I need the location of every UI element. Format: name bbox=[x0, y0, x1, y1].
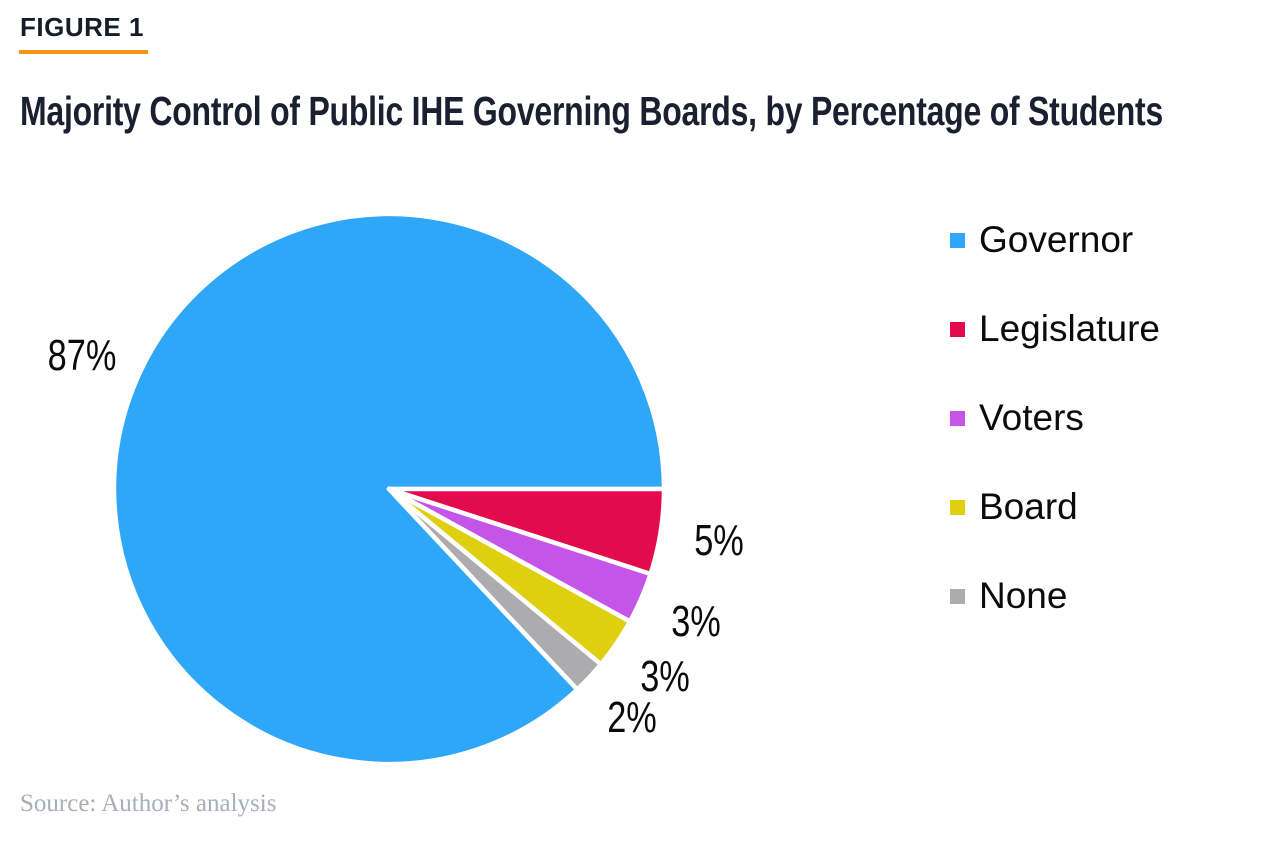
legend-label-governor: Governor bbox=[979, 219, 1134, 260]
pie-label-board: 3% bbox=[640, 651, 691, 701]
legend-swatch-board bbox=[950, 499, 965, 515]
figure-label-underline bbox=[19, 50, 148, 54]
pie-label-voters: 3% bbox=[670, 596, 721, 646]
legend: Governor Legislature Voters Board None bbox=[950, 219, 1160, 617]
legend-item-voters: Voters bbox=[950, 397, 1160, 439]
pie-label-none: 2% bbox=[607, 692, 658, 742]
legend-label-legislature: Legislature bbox=[979, 308, 1161, 349]
legend-item-governor: Governor bbox=[950, 219, 1160, 261]
legend-item-none: None bbox=[950, 575, 1160, 617]
legend-swatch-legislature bbox=[950, 321, 965, 337]
legend-swatch-none bbox=[950, 588, 965, 604]
source-note: Source: Author’s analysis bbox=[20, 790, 277, 817]
legend-swatch-voters bbox=[950, 410, 965, 426]
legend-item-board: Board bbox=[950, 486, 1160, 528]
pie-slice-none bbox=[386, 486, 604, 692]
figure-title: Majority Control of Public IHE Governing… bbox=[20, 88, 1163, 134]
figure-label: FIGURE 1 bbox=[20, 12, 144, 42]
pie-slice-governor bbox=[111, 211, 667, 767]
legend-item-legislature: Legislature bbox=[950, 308, 1160, 350]
pie-label-legislature: 5% bbox=[694, 516, 744, 566]
pie-label-governor: 87% bbox=[48, 331, 117, 381]
legend-label-voters: Voters bbox=[979, 397, 1084, 438]
legend-label-none: None bbox=[979, 575, 1068, 616]
legend-swatch-governor bbox=[950, 232, 965, 248]
legend-label-board: Board bbox=[979, 486, 1078, 527]
